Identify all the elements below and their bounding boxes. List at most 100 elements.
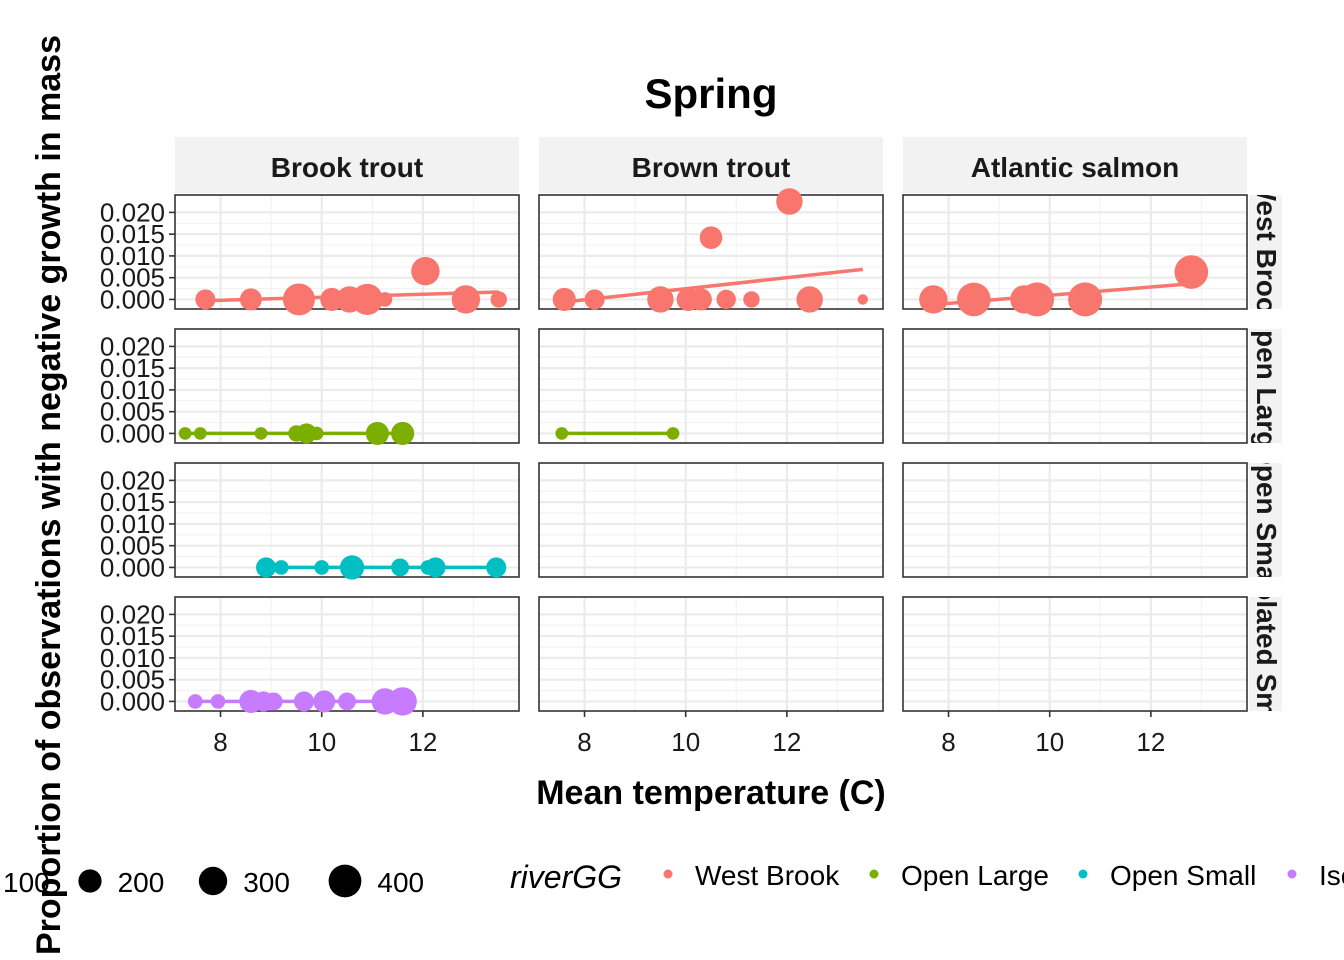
- color-legend-label-open-small: Open Small: [1110, 860, 1256, 891]
- strip-label-west-brook: West Brook: [1251, 174, 1282, 329]
- data-point-west-brook-atlantic-salmon: [957, 282, 991, 317]
- panel-border: [174, 596, 520, 712]
- data-point-open-large-brook-trout: [178, 427, 192, 440]
- y-tick-label: 0.005: [100, 263, 165, 293]
- y-tick-label: 0.020: [100, 197, 165, 227]
- data-point-isolated-small-brook-trout: [313, 690, 336, 713]
- facet-panels: Brook trout Brown trout Atlantic salmon Wes…: [100, 137, 1282, 757]
- color-legend-title: riverGG: [510, 859, 622, 895]
- data-point-west-brook-brown-trout: [857, 294, 868, 305]
- data-point-west-brook-brook-trout: [195, 289, 216, 310]
- data-point-isolated-small-brook-trout: [210, 694, 226, 709]
- panel-isolated-small-atlantic-salmon: [902, 596, 1248, 712]
- data-point-open-large-brook-trout: [193, 427, 207, 440]
- data-point-open-small-brook-trout: [339, 555, 365, 580]
- y-tick-label: 0.010: [100, 643, 165, 673]
- panel-open-large-brook-trout: [174, 328, 520, 444]
- size-legend-label-200: 200: [118, 867, 165, 898]
- data-point-open-large-brown-trout: [555, 427, 569, 440]
- x-tick-label: 8: [941, 727, 955, 757]
- fit-line-west-brook-brown-trout: [564, 267, 863, 304]
- x-tick-label: 10: [671, 727, 700, 757]
- data-point-open-small-brook-trout: [391, 558, 410, 577]
- data-point-open-large-brook-trout: [391, 421, 415, 446]
- y-tick-label: 0.000: [100, 418, 165, 448]
- data-point-west-brook-brook-trout: [490, 291, 507, 308]
- x-tick-label: 12: [408, 727, 437, 757]
- panel-open-small-atlantic-salmon: [902, 462, 1248, 578]
- data-point-open-large-brook-trout: [296, 423, 317, 444]
- strip-label-brook-trout: Brook trout: [271, 152, 423, 183]
- data-point-isolated-small-brook-trout: [264, 692, 283, 711]
- data-point-open-small-brook-trout: [486, 557, 507, 578]
- color-legend-label-isolated-small: Isolated Small: [1319, 860, 1344, 891]
- panel-border: [902, 596, 1248, 712]
- panel-isolated-small-brown-trout: [538, 596, 884, 712]
- color-legend-label-west-brook: West Brook: [695, 860, 840, 891]
- data-point-west-brook-brook-trout: [411, 256, 440, 286]
- y-tick-label: 0.020: [100, 465, 165, 495]
- panel-border: [902, 328, 1248, 444]
- y-tick-label: 0.015: [100, 487, 165, 517]
- data-point-west-brook-atlantic-salmon: [1174, 255, 1209, 289]
- y-tick-label: 0.000: [100, 284, 165, 314]
- x-tick-label: 8: [213, 727, 227, 757]
- color-legend-key-open-small: [1078, 869, 1088, 879]
- panel-isolated-small-brook-trout: [174, 596, 520, 712]
- panel-border: [538, 328, 884, 444]
- size-legend-label-400: 400: [377, 867, 424, 898]
- color-legend-key-open-large: [869, 869, 879, 879]
- chart-title: Spring: [645, 70, 778, 117]
- color-legend: riverGG West Brook Open Large Open Small Is…: [510, 859, 1344, 895]
- data-point-west-brook-atlantic-salmon: [1068, 282, 1103, 317]
- panel-open-large-atlantic-salmon: [902, 328, 1248, 444]
- y-tick-label: 0.010: [100, 509, 165, 539]
- size-legend-label-100: 100: [3, 867, 50, 898]
- data-point-west-brook-brown-trout: [552, 287, 576, 312]
- strip-label-isolated-small: Isolated Small: [1251, 560, 1282, 748]
- data-point-isolated-small-brook-trout: [187, 694, 203, 709]
- strip-open-large: [1249, 329, 1282, 443]
- data-point-west-brook-brown-trout: [584, 289, 605, 310]
- data-point-west-brook-brook-trout: [451, 285, 481, 314]
- data-point-west-brook-brown-trout: [647, 286, 674, 313]
- data-point-west-brook-brown-trout: [776, 188, 803, 215]
- strip-open-small: [1249, 463, 1282, 577]
- data-point-open-small-brook-trout: [273, 560, 289, 575]
- data-point-isolated-small-brook-trout: [293, 691, 315, 712]
- strip-label-atlantic-salmon: Atlantic salmon: [971, 152, 1179, 183]
- panel-border: [538, 462, 884, 578]
- data-point-open-large-brown-trout: [666, 427, 680, 440]
- strip-label-open-small: Open Small: [1251, 443, 1282, 597]
- data-point-west-brook-brook-trout: [239, 288, 262, 311]
- y-tick-label: 0.015: [100, 219, 165, 249]
- strip-isolated-small: [1249, 597, 1282, 711]
- y-tick-label: 0.005: [100, 531, 165, 561]
- x-tick-label: 12: [772, 727, 801, 757]
- size-legend-key-400: [328, 864, 362, 898]
- data-point-west-brook-brown-trout: [716, 289, 736, 310]
- data-point-open-small-brook-trout: [256, 557, 277, 578]
- strip-brook-trout: [175, 137, 519, 193]
- data-point-west-brook-brook-trout: [351, 283, 383, 315]
- y-tick-label: 0.020: [100, 599, 165, 629]
- data-point-west-brook-brown-trout: [689, 288, 712, 311]
- data-point-west-brook-brown-trout: [699, 226, 723, 249]
- data-point-open-large-brook-trout: [254, 427, 268, 440]
- size-legend-label-300: 300: [243, 867, 290, 898]
- data-point-open-small-brook-trout: [425, 557, 446, 578]
- data-point-isolated-small-brook-trout: [338, 692, 356, 711]
- data-point-isolated-small-brook-trout: [388, 687, 417, 716]
- data-point-open-large-brook-trout: [365, 421, 389, 446]
- x-tick-label: 8: [577, 727, 591, 757]
- y-axis-label: Proportion of observations with negative…: [30, 35, 68, 955]
- data-point-west-brook-brook-trout: [320, 287, 344, 312]
- y-tick-label: 0.015: [100, 353, 165, 383]
- size-legend-key-300: [198, 866, 228, 896]
- strip-west-brook: [1249, 195, 1282, 309]
- panel-border: [538, 596, 884, 712]
- y-tick-label: 0.010: [100, 375, 165, 405]
- y-tick-label: 0.005: [100, 397, 165, 427]
- y-tick-label: 0.000: [100, 552, 165, 582]
